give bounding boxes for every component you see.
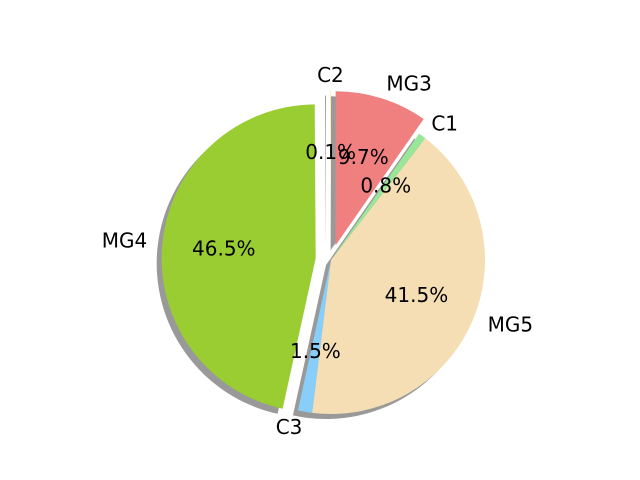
labels: C2 0.1% MG4 46.5% C3 1.5% MG5 41.5% C1 0.8% MG3 9.7…	[102, 63, 533, 439]
category-label-c2: C2	[317, 63, 344, 87]
slice-shadow-c2	[324, 95, 326, 250]
slice-c3[interactable]	[297, 260, 331, 413]
percent-label-c3: 1.5%	[290, 339, 341, 363]
category-label-mg3: MG3	[386, 72, 431, 96]
slice-mg5[interactable]	[312, 138, 485, 414]
percent-label-mg4: 46.5%	[192, 237, 256, 261]
percent-label-c1: 0.8%	[360, 174, 411, 198]
category-label-c3: C3	[276, 415, 303, 439]
category-label-mg4: MG4	[102, 229, 147, 253]
slices	[161, 90, 485, 414]
category-label-c1: C1	[431, 112, 458, 136]
category-label-mg5: MG5	[488, 313, 533, 337]
percent-label-mg3: 9.7%	[338, 145, 389, 169]
slice-c1[interactable]	[331, 133, 426, 260]
slice-shadow-c3	[292, 265, 326, 418]
slice-c2[interactable]	[329, 90, 331, 245]
percent-label-mg5: 41.5%	[385, 283, 449, 307]
percent-label-c2: 0.1%	[305, 140, 356, 164]
slice-mg4[interactable]	[161, 104, 316, 409]
slice-mg3[interactable]	[335, 91, 424, 246]
